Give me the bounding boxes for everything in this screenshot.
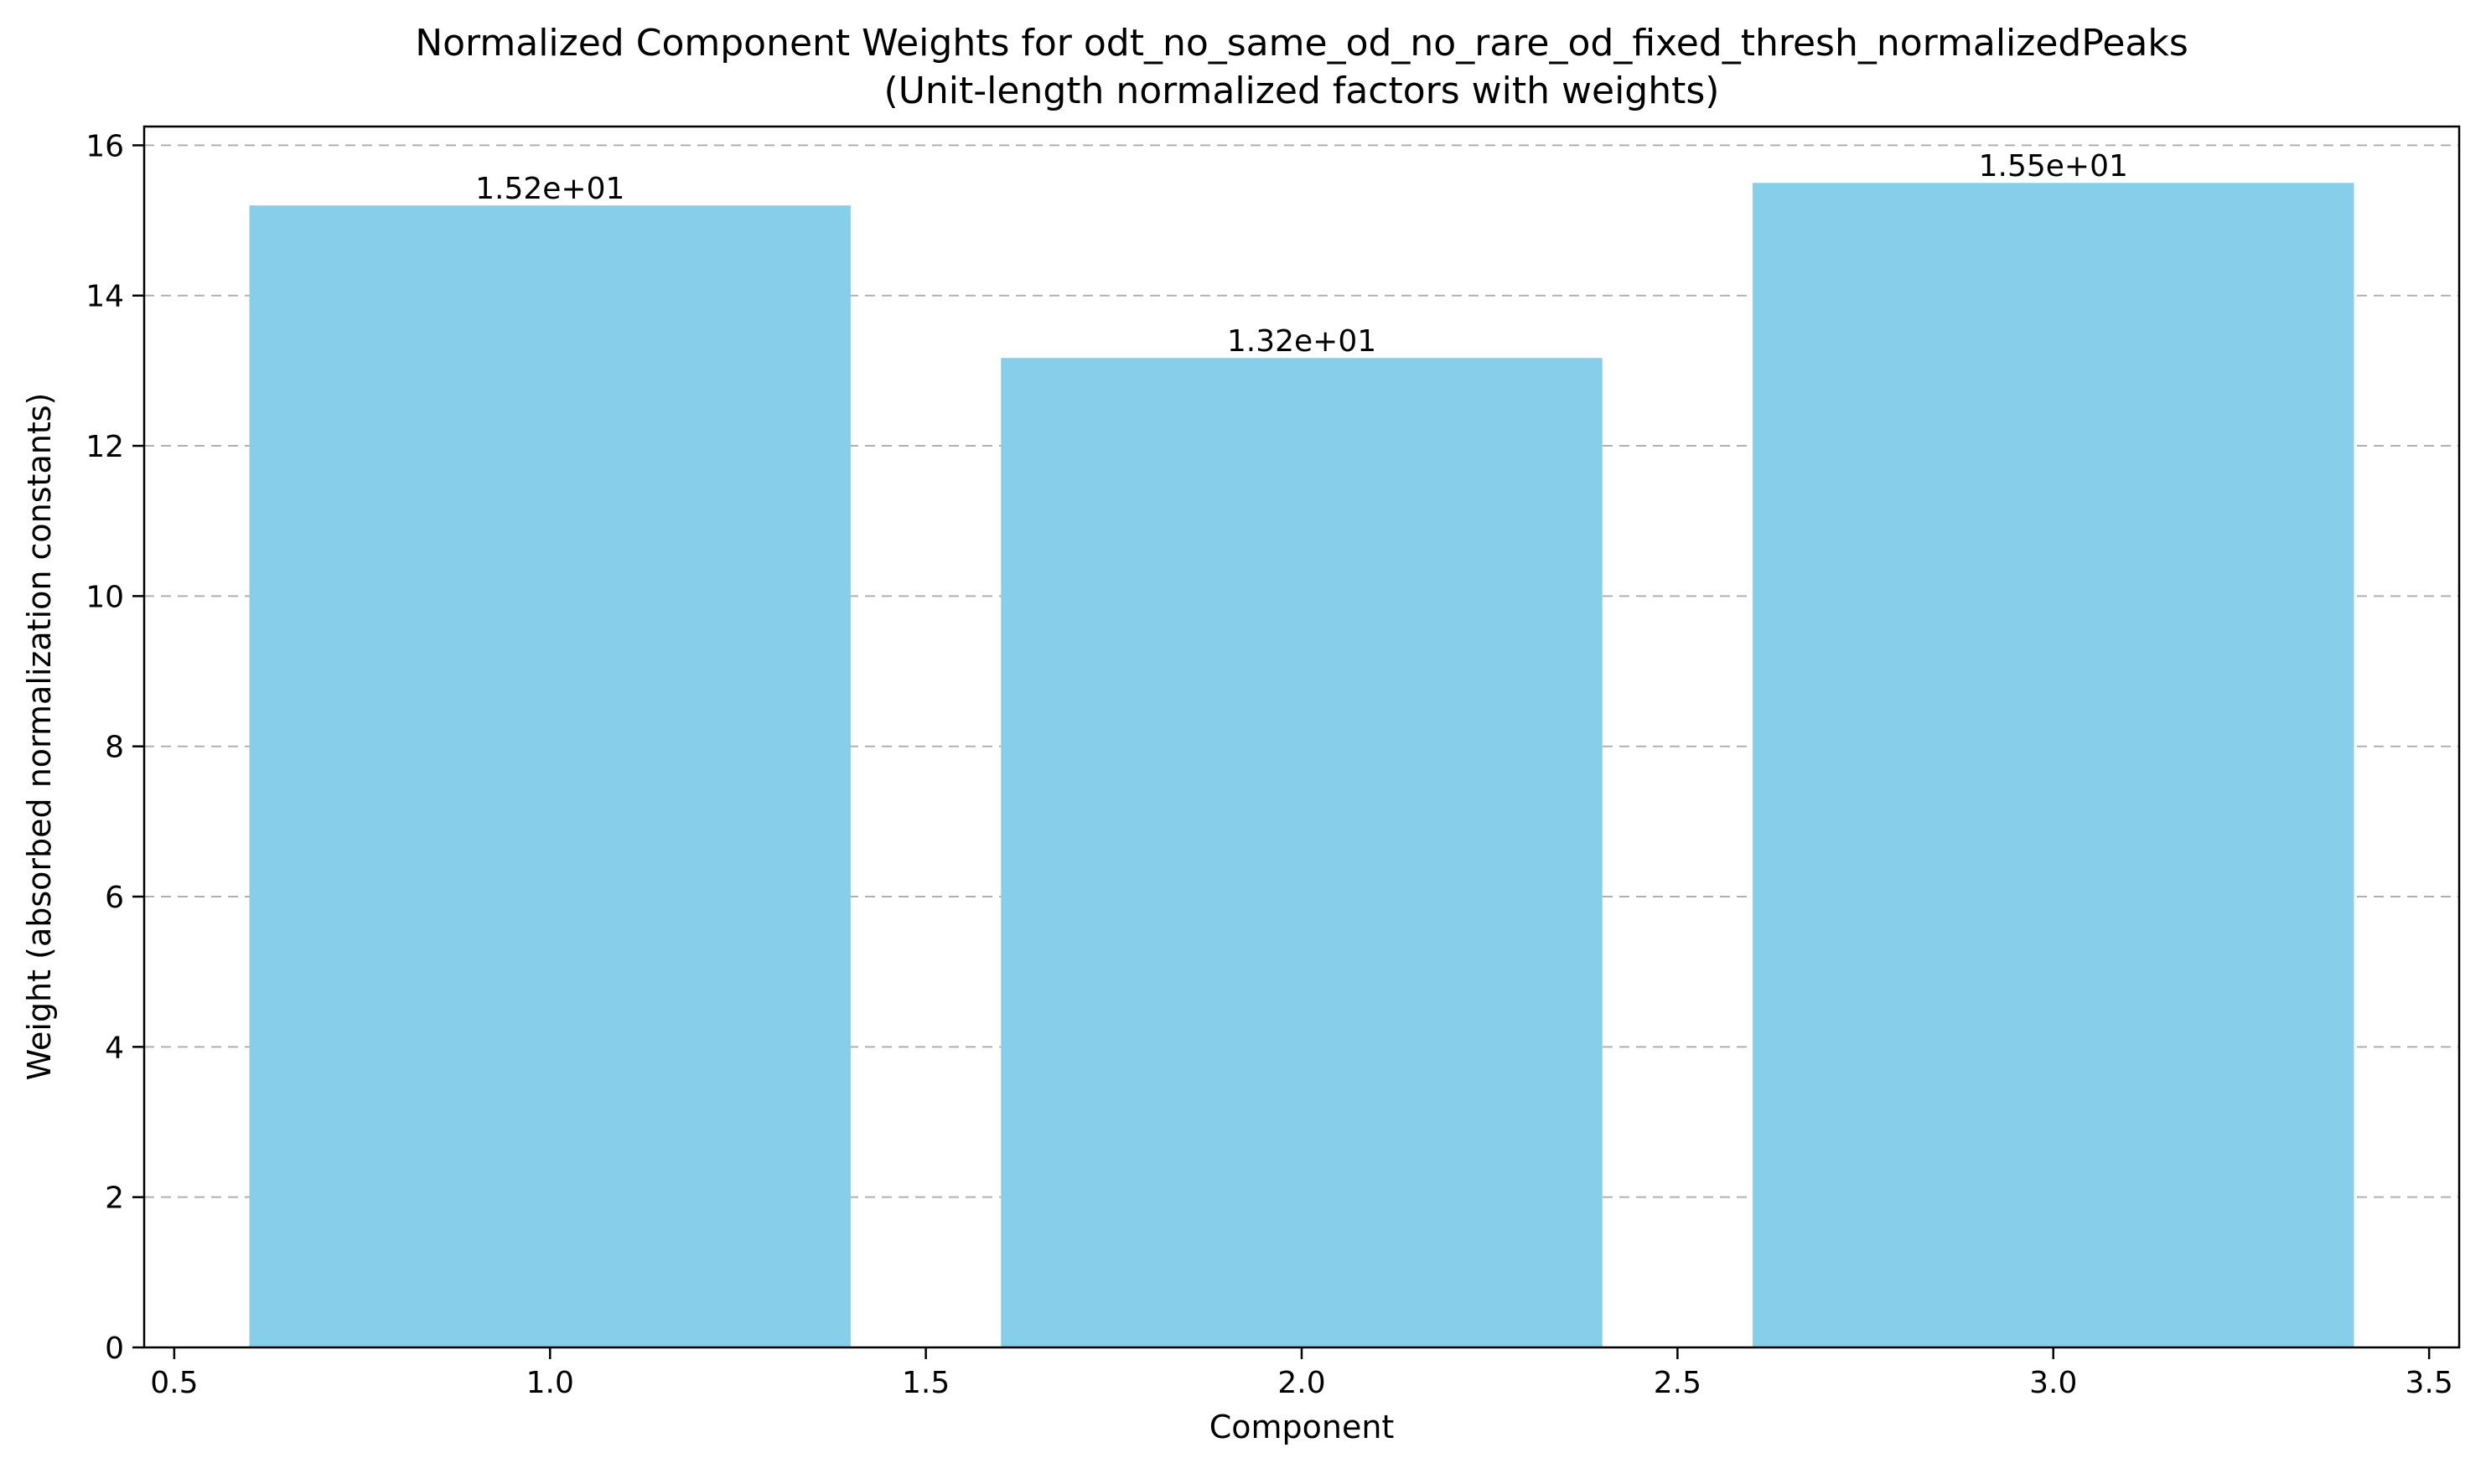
y-tick-label: 6 <box>105 881 124 915</box>
y-tick-label: 10 <box>85 580 124 614</box>
x-tick-label: 0.5 <box>150 1366 198 1400</box>
x-tick-label: 2.5 <box>1654 1366 1701 1400</box>
x-tick-label: 1.0 <box>526 1366 574 1400</box>
y-tick-label: 2 <box>105 1182 124 1216</box>
y-axis-ticks: 0 2 4 6 8 10 12 14 16 <box>85 129 144 1366</box>
x-tick-label: 3.5 <box>2405 1366 2452 1400</box>
bar-component-1 <box>249 205 851 1347</box>
y-tick-label: 4 <box>105 1031 124 1065</box>
y-tick-label: 8 <box>105 731 124 765</box>
bar-value-labels: 1.52e+01 1.32e+01 1.55e+01 <box>475 149 2128 359</box>
bar-value-label: 1.55e+01 <box>1979 149 2128 184</box>
bar-value-label: 1.52e+01 <box>475 172 624 206</box>
y-tick-label: 16 <box>85 129 124 163</box>
chart-title: Normalized Component Weights for odt_no_… <box>415 22 2188 65</box>
y-tick-label: 0 <box>105 1331 124 1366</box>
x-tick-label: 3.0 <box>2029 1366 2077 1400</box>
x-axis-label: Component <box>1209 1409 1395 1445</box>
bar-component-3 <box>1753 183 2354 1348</box>
chart-subtitle: (Unit-length normalized factors with wei… <box>884 70 1720 112</box>
y-axis-label: Weight (absorbed normalization constants… <box>21 393 58 1081</box>
x-axis-ticks: 0.5 1.0 1.5 2.0 2.5 3.0 3.5 <box>150 1347 2453 1400</box>
y-tick-label: 14 <box>85 280 124 314</box>
x-tick-label: 1.5 <box>902 1366 950 1400</box>
bar-value-label: 1.32e+01 <box>1227 324 1376 359</box>
bars <box>249 183 2354 1348</box>
x-tick-label: 2.0 <box>1277 1366 1325 1400</box>
bar-component-2 <box>1001 358 1603 1348</box>
y-tick-label: 12 <box>85 430 124 464</box>
